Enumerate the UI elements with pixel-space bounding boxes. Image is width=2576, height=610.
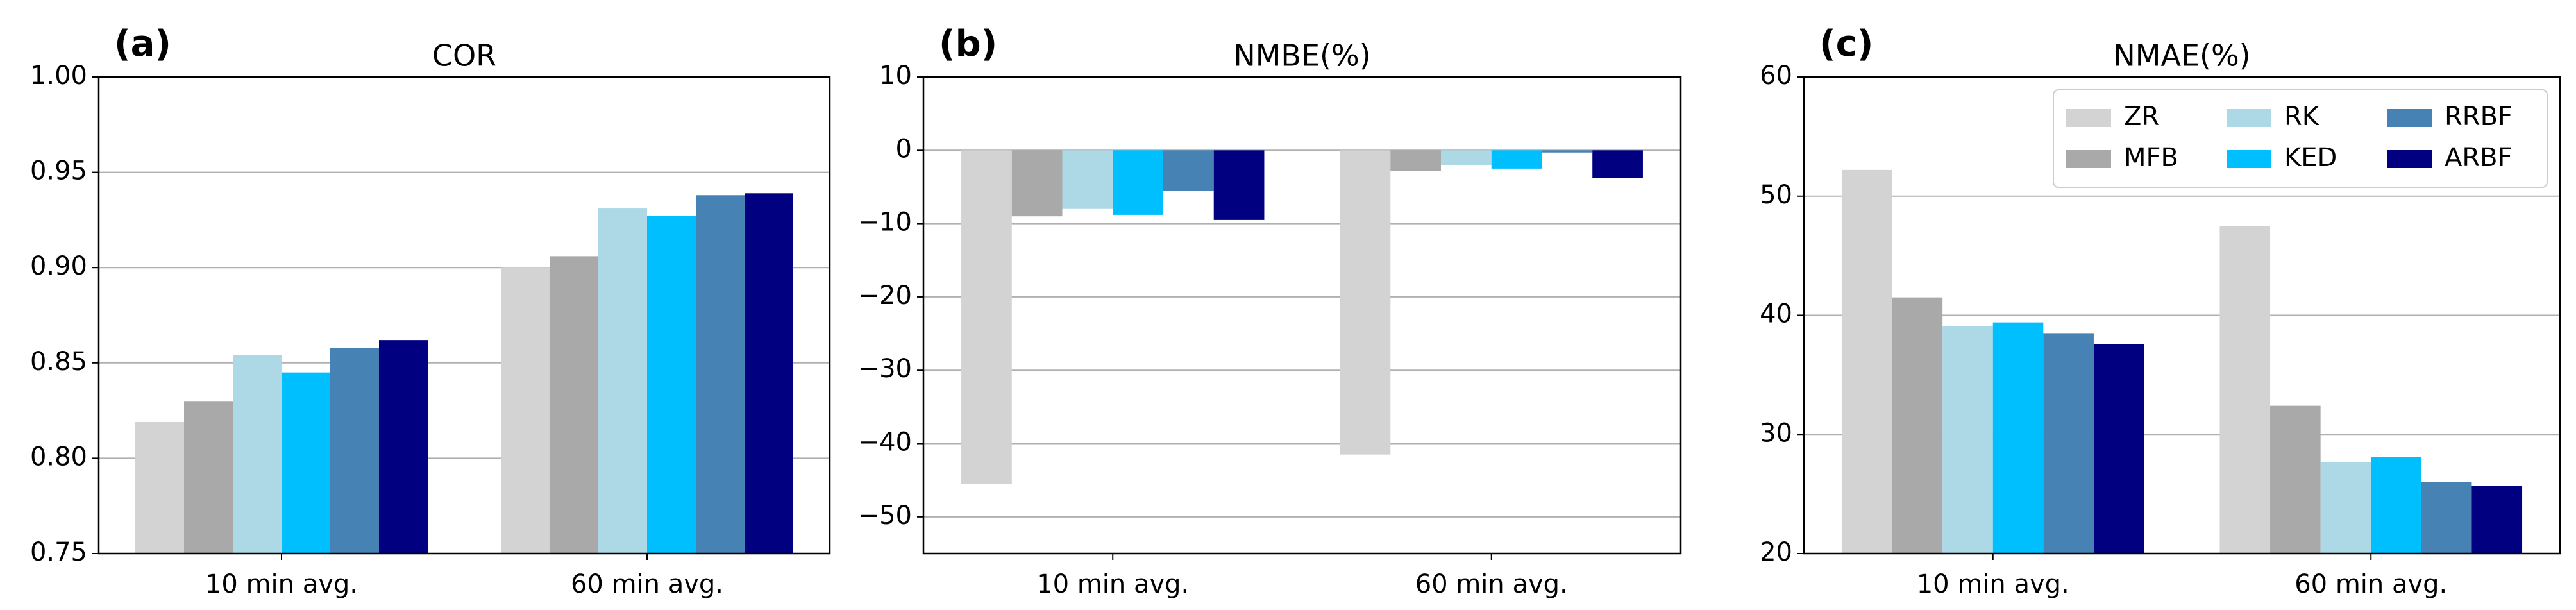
panel-label: (b) bbox=[939, 23, 997, 65]
x-tick-label: 10 min avg. bbox=[1917, 570, 2069, 599]
bar bbox=[1942, 326, 1993, 554]
plot-frame bbox=[97, 76, 831, 555]
chart-title: NMAE(%) bbox=[2113, 38, 2250, 73]
bar bbox=[1441, 150, 1492, 165]
bar bbox=[135, 421, 184, 554]
bar bbox=[550, 256, 598, 554]
legend-swatch bbox=[2227, 150, 2271, 168]
y-tick-label: 0.85 bbox=[30, 347, 87, 377]
y-tick-label: 0.95 bbox=[30, 157, 87, 186]
y-tick-label: −40 bbox=[858, 428, 912, 457]
bar bbox=[745, 193, 793, 554]
bar bbox=[961, 150, 1012, 484]
legend-swatch bbox=[2387, 109, 2432, 127]
y-tick-label: 40 bbox=[1760, 300, 1792, 329]
legend-label: RRBF bbox=[2445, 102, 2513, 131]
bar bbox=[1062, 150, 1113, 209]
bar bbox=[379, 340, 428, 554]
y-tick-label: 0 bbox=[896, 134, 912, 164]
y-tick-label: 50 bbox=[1760, 180, 1792, 210]
y-tick-label: 10 bbox=[879, 61, 912, 90]
bar bbox=[233, 355, 282, 554]
bar bbox=[1163, 150, 1214, 191]
y-tick-label: 20 bbox=[1760, 538, 1792, 567]
chart-title: NMBE(%) bbox=[1233, 38, 1370, 73]
bar bbox=[1390, 150, 1442, 171]
x-tick-label: 60 min avg. bbox=[571, 570, 723, 599]
y-tick-label: −10 bbox=[858, 208, 912, 237]
panel-label: (a) bbox=[114, 23, 171, 65]
bar bbox=[1113, 150, 1163, 215]
y-tick-label: −50 bbox=[858, 501, 912, 530]
legend-label: KED bbox=[2284, 143, 2337, 173]
plot-frame bbox=[1803, 76, 2561, 555]
x-tick-label: 10 min avg. bbox=[205, 570, 358, 599]
y-tick-label: −20 bbox=[858, 281, 912, 310]
panel-label: (c) bbox=[1819, 23, 1873, 65]
bar bbox=[1892, 297, 1943, 554]
legend-label: RK bbox=[2284, 102, 2320, 131]
x-tick-label: 60 min avg. bbox=[1415, 570, 1568, 599]
y-tick-label: 0.75 bbox=[30, 538, 87, 567]
x-tick-label: 60 min avg. bbox=[2294, 570, 2447, 599]
bar bbox=[501, 267, 550, 554]
bar bbox=[1542, 150, 1593, 153]
bar bbox=[1011, 150, 1063, 217]
y-tick-label: 60 bbox=[1760, 61, 1792, 90]
bar bbox=[1340, 150, 1391, 455]
bar bbox=[1841, 169, 1892, 554]
y-tick-label: 0.80 bbox=[30, 442, 87, 471]
bar bbox=[598, 208, 647, 554]
bar bbox=[1992, 322, 2044, 554]
bar bbox=[2219, 226, 2271, 554]
legend-swatch bbox=[2227, 109, 2271, 127]
bar bbox=[1213, 150, 1265, 220]
bar bbox=[647, 216, 696, 554]
legend-swatch bbox=[2387, 150, 2432, 168]
legend-swatch bbox=[2066, 150, 2111, 168]
bar bbox=[696, 195, 745, 554]
y-tick-label: −30 bbox=[858, 354, 912, 384]
bar bbox=[2421, 482, 2472, 554]
plot-frame bbox=[922, 76, 1682, 555]
legend-label: ZR bbox=[2124, 102, 2159, 131]
bar bbox=[2371, 457, 2421, 554]
bar bbox=[2320, 461, 2371, 554]
bar bbox=[1592, 150, 1643, 178]
bar bbox=[1491, 150, 1542, 169]
chart-title: COR bbox=[432, 38, 496, 73]
bar bbox=[184, 401, 233, 554]
bar bbox=[2270, 405, 2321, 554]
y-tick-label: 0.90 bbox=[30, 251, 87, 281]
bar bbox=[2471, 486, 2523, 554]
legend-label: ARBF bbox=[2445, 143, 2513, 173]
bar bbox=[330, 348, 379, 554]
bar bbox=[2043, 333, 2094, 554]
legend-label: MFB bbox=[2124, 143, 2178, 173]
bar bbox=[2093, 344, 2144, 554]
legend-swatch bbox=[2066, 109, 2111, 127]
bar bbox=[282, 372, 330, 554]
y-tick-label: 1.00 bbox=[30, 61, 87, 90]
x-tick-label: 10 min avg. bbox=[1036, 570, 1189, 599]
y-tick-label: 30 bbox=[1760, 418, 1792, 448]
